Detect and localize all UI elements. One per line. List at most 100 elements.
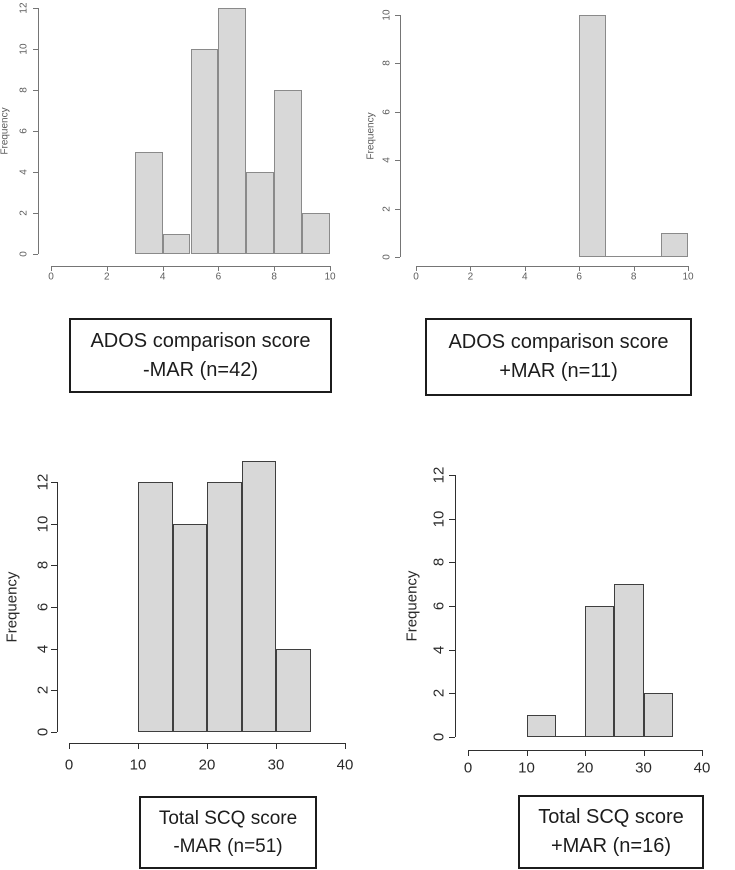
y-tick-label: 8: [18, 87, 30, 93]
x-tick: [345, 743, 346, 749]
y-tick: [449, 649, 455, 651]
y-tick-label: 10: [18, 43, 30, 55]
histogram-bar: [172, 523, 207, 732]
x-tick-label: 10: [129, 756, 147, 774]
x-axis-line: [51, 266, 330, 267]
y-tick-label: 2: [18, 210, 30, 216]
y-tick: [33, 131, 38, 132]
x-tick-label: 10: [518, 759, 535, 777]
y-tick: [51, 732, 57, 733]
y-axis-line: [38, 8, 39, 254]
x-tick-label: 2: [104, 271, 110, 283]
y-tick-label: 0: [34, 727, 52, 737]
caption-line: ADOS comparison score: [90, 329, 311, 352]
x-tick: [138, 743, 139, 749]
y-tick-label: 12: [34, 473, 52, 491]
caption-line: +MAR (n=16): [550, 835, 672, 857]
y-tick: [449, 606, 455, 607]
histogram-bar: [526, 715, 556, 737]
x-tick-label: 8: [271, 271, 277, 283]
x-tick-label: 30: [635, 759, 652, 777]
x-tick-label: 20: [198, 756, 216, 774]
caption-line: Total SCQ score: [538, 806, 684, 828]
histogram-bar: [138, 482, 173, 732]
y-tick-label: 12: [430, 466, 448, 484]
y-tick: [33, 213, 38, 214]
x-tick-label: 10: [682, 271, 694, 283]
y-tick-label: 10: [430, 510, 448, 527]
x-tick: [468, 750, 469, 756]
y-tick-label: 0: [18, 251, 30, 257]
y-tick: [395, 257, 400, 258]
x-axis-line: [69, 743, 345, 744]
y-tick-label: 2: [430, 689, 448, 698]
y-tick: [449, 562, 455, 564]
histogram-bar: [579, 15, 607, 257]
histogram-bar: [643, 693, 673, 737]
x-tick: [688, 266, 689, 271]
y-tick: [33, 90, 38, 91]
caption-line: -MAR (n=42): [142, 358, 259, 381]
y-tick: [51, 523, 57, 525]
histogram-bar: [190, 49, 219, 254]
x-tick: [416, 266, 417, 271]
histogram-zero-bin: [555, 736, 585, 737]
x-tick: [207, 743, 208, 749]
x-tick: [330, 266, 331, 271]
x-tick: [702, 750, 703, 756]
y-tick-label: 0: [430, 732, 448, 742]
y-tick-label: 2: [381, 205, 393, 212]
x-axis-line: [416, 266, 688, 267]
histogram-bar: [162, 233, 191, 254]
caption-line: -MAR (n=51): [173, 835, 283, 857]
y-tick-label: 8: [381, 60, 393, 67]
histogram-bar: [585, 606, 615, 737]
x-tick-label: 10: [324, 271, 336, 283]
y-tick: [395, 63, 400, 65]
x-tick: [579, 266, 581, 271]
y-tick: [395, 160, 400, 162]
x-tick: [633, 266, 635, 271]
y-tick: [395, 111, 400, 113]
x-tick: [162, 266, 164, 271]
x-tick-label: 6: [576, 271, 582, 283]
x-tick-label: 0: [463, 759, 473, 777]
x-tick: [470, 266, 472, 271]
x-tick-label: 2: [467, 271, 474, 283]
histogram-bar: [302, 213, 330, 254]
histogram-bar: [134, 151, 163, 254]
x-tick: [69, 743, 70, 749]
y-tick: [51, 648, 57, 650]
caption-box-scq-minus-mar: Total SCQ score -MAR (n=51): [139, 796, 317, 869]
x-tick-label: 8: [630, 271, 637, 283]
histogram-bar: [207, 482, 242, 732]
x-tick: [524, 266, 526, 271]
caption-box-ados-minus-mar: ADOS comparison score -MAR (n=42): [69, 318, 332, 393]
x-tick-label: 4: [159, 271, 166, 283]
y-tick: [449, 693, 455, 695]
x-tick: [218, 266, 220, 271]
y-tick: [449, 737, 455, 738]
x-tick-label: 4: [522, 271, 528, 283]
x-tick: [643, 750, 645, 756]
histogram-bar: [274, 90, 303, 254]
y-tick: [51, 565, 57, 567]
caption-box-ados-plus-mar: ADOS comparison score +MAR (n=11): [425, 318, 692, 396]
histogram-zero-bin: [606, 256, 634, 257]
x-tick: [276, 743, 277, 749]
y-axis-title: Frequency: [403, 570, 421, 642]
caption-box-scq-plus-mar: Total SCQ score +MAR (n=16): [518, 795, 704, 869]
y-axis-title: Frequency: [3, 571, 21, 643]
y-tick: [33, 254, 38, 255]
histogram-bar: [614, 584, 644, 737]
y-tick-label: 10: [381, 9, 393, 21]
y-tick: [449, 518, 455, 520]
y-tick-label: 6: [381, 109, 393, 115]
x-axis-line: [468, 750, 702, 751]
x-tick-label: 6: [215, 271, 222, 283]
